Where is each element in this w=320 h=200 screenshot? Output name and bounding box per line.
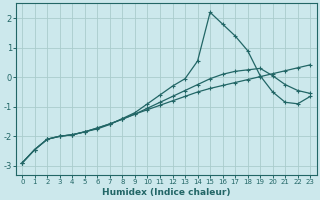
X-axis label: Humidex (Indice chaleur): Humidex (Indice chaleur): [102, 188, 230, 197]
